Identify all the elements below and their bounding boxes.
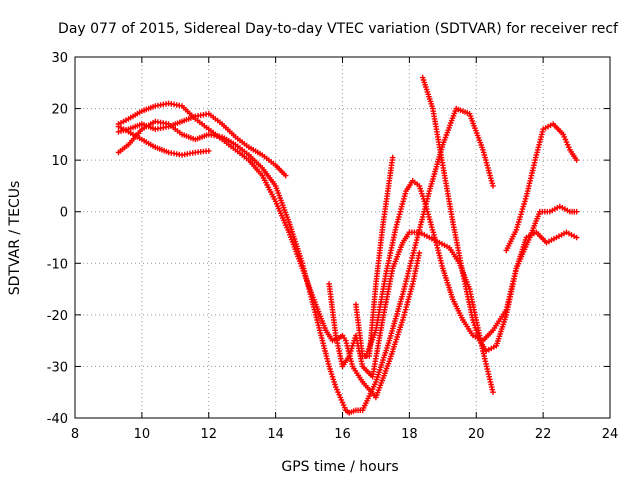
data-point	[332, 381, 338, 388]
data-point	[425, 211, 431, 218]
x-tick-label: 20	[468, 427, 485, 442]
data-point	[422, 201, 429, 207]
y-tick-label: -10	[47, 257, 68, 272]
x-tick-label: 24	[602, 427, 619, 442]
data-series-track-8	[419, 74, 580, 354]
data-point	[522, 196, 529, 202]
data-point	[471, 322, 478, 328]
data-point	[480, 147, 486, 153]
x-tick-label: 14	[267, 427, 284, 442]
data-point	[341, 404, 348, 411]
y-tick-label: -20	[47, 309, 68, 324]
data-series-track-4	[115, 105, 496, 416]
data-point	[329, 373, 336, 380]
data-point	[339, 399, 346, 406]
data-point	[406, 294, 412, 300]
data-point	[562, 136, 569, 143]
data-point	[416, 183, 423, 189]
data-point	[421, 198, 428, 205]
x-tick-label: 16	[334, 427, 351, 442]
data-point	[334, 386, 340, 393]
data-point	[330, 376, 337, 383]
data-point	[475, 332, 481, 339]
data-point	[490, 183, 496, 189]
data-point	[348, 348, 354, 354]
data-point	[573, 234, 580, 241]
y-tick-label: -30	[47, 360, 68, 375]
data-point	[331, 379, 337, 385]
x-tick-label: 8	[71, 427, 79, 442]
y-tick-label: -40	[47, 412, 68, 427]
data-points	[115, 74, 580, 416]
data-point	[470, 319, 477, 326]
data-point	[327, 366, 333, 372]
data-point	[573, 208, 580, 215]
data-series-track-6	[353, 154, 396, 359]
data-point	[349, 343, 356, 349]
data-point	[470, 317, 476, 323]
data-point	[472, 324, 479, 331]
data-point	[420, 196, 427, 202]
data-point	[416, 250, 423, 256]
data-point	[518, 211, 524, 218]
data-point	[348, 345, 355, 352]
y-tick-label: 10	[51, 154, 68, 169]
data-point	[566, 144, 572, 150]
data-point	[205, 148, 212, 154]
data-point	[520, 203, 527, 210]
data-point	[338, 397, 345, 403]
x-tick-label: 12	[200, 427, 217, 442]
axis-ticks: 8 10 12 14 16 18 20 22 24 -40 -30 -20 -10 0 10 20 30	[47, 51, 619, 442]
data-series-track-9	[503, 121, 580, 254]
data-point	[473, 327, 479, 334]
data-point	[517, 214, 523, 220]
data-point	[474, 330, 480, 336]
data-point	[484, 162, 490, 169]
data-point	[346, 353, 352, 359]
data-point	[336, 392, 342, 398]
y-tick-label: 0	[60, 206, 68, 221]
data-point	[418, 188, 424, 194]
chart-title: Day 077 of 2015, Sidereal Day-to-day VTE…	[58, 21, 619, 37]
x-tick-label: 18	[401, 427, 418, 442]
data-point	[419, 193, 426, 199]
data-point	[521, 201, 527, 207]
y-tick-label: 30	[51, 51, 68, 66]
data-point	[490, 389, 496, 395]
data-series-track-5	[326, 229, 496, 395]
data-point	[515, 221, 521, 228]
y-tick-label: 20	[51, 103, 68, 118]
data-point	[573, 157, 580, 163]
x-axis-label: GPS time / hours	[281, 459, 398, 475]
data-point	[514, 224, 520, 230]
data-point	[340, 402, 347, 408]
grid	[75, 57, 610, 418]
data-point	[515, 219, 522, 225]
data-point	[399, 201, 406, 207]
x-tick-label: 10	[134, 427, 151, 442]
data-point	[326, 363, 332, 370]
data-point	[417, 185, 423, 192]
data-point	[328, 368, 334, 375]
y-axis-label: SDTVAR / TECUs	[7, 181, 23, 296]
data-point	[563, 139, 570, 145]
data-point	[561, 134, 568, 140]
x-tick-label: 22	[535, 427, 552, 442]
data-point	[402, 309, 408, 316]
data-point	[389, 154, 396, 161]
data-point	[282, 172, 289, 179]
